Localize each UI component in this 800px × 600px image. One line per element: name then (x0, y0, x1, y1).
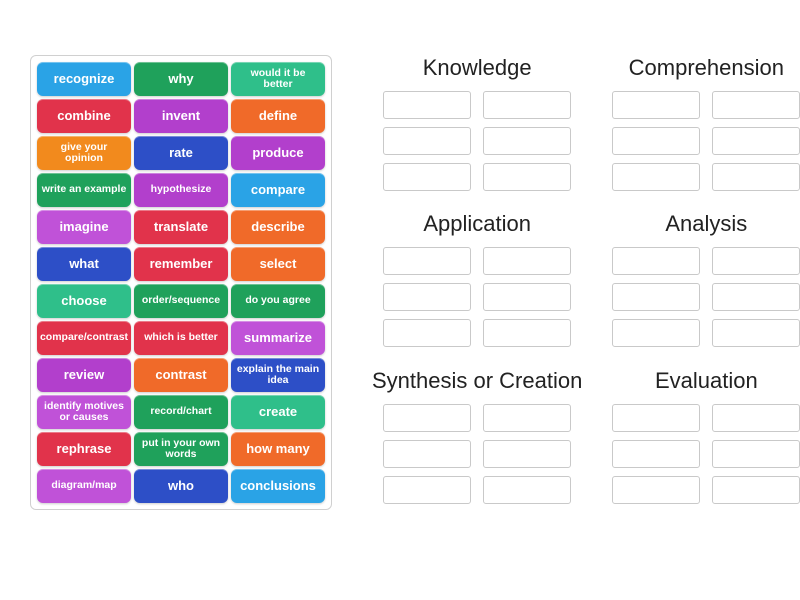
word-tile[interactable]: translate (134, 210, 228, 244)
word-tile[interactable]: combine (37, 99, 131, 133)
word-tile[interactable]: compare/contrast (37, 321, 131, 355)
drop-slot[interactable] (483, 440, 571, 468)
word-tile[interactable]: who (134, 469, 228, 503)
word-tile[interactable]: hypothesize (134, 173, 228, 207)
word-tile[interactable]: put in your own words (134, 432, 228, 466)
drop-slot[interactable] (612, 319, 700, 347)
drop-slot[interactable] (383, 404, 471, 432)
drop-slot[interactable] (483, 91, 571, 119)
word-tile[interactable]: how many (231, 432, 325, 466)
drop-slot[interactable] (383, 440, 471, 468)
slot-grid (612, 91, 800, 191)
activity-container: recognizewhywould it be better combineinv… (0, 0, 800, 530)
category: Knowledge (372, 55, 582, 197)
drop-slot[interactable] (712, 440, 800, 468)
word-tile[interactable]: choose (37, 284, 131, 318)
drop-slot[interactable] (612, 440, 700, 468)
drop-slot[interactable] (483, 247, 571, 275)
drop-slot[interactable] (612, 163, 700, 191)
word-tile[interactable]: define (231, 99, 325, 133)
word-tile[interactable]: remember (134, 247, 228, 281)
word-tile[interactable]: contrast (134, 358, 228, 392)
category-title: Analysis (665, 211, 747, 237)
word-tile[interactable]: conclusions (231, 469, 325, 503)
word-tile[interactable]: invent (134, 99, 228, 133)
categories-grid: Knowledge Comprehension Application Analysi… (372, 55, 800, 510)
word-tile[interactable]: imagine (37, 210, 131, 244)
slot-grid (612, 247, 800, 347)
category-title: Synthesis or Creation (372, 368, 582, 394)
drop-slot[interactable] (383, 476, 471, 504)
drop-slot[interactable] (612, 283, 700, 311)
drop-slot[interactable] (483, 404, 571, 432)
drop-slot[interactable] (712, 283, 800, 311)
drop-slot[interactable] (383, 247, 471, 275)
drop-slot[interactable] (383, 127, 471, 155)
drop-slot[interactable] (712, 404, 800, 432)
drop-slot[interactable] (612, 476, 700, 504)
category: Synthesis or Creation (372, 368, 582, 510)
word-tile[interactable]: create (231, 395, 325, 429)
word-tile[interactable]: which is better (134, 321, 228, 355)
drop-slot[interactable] (712, 127, 800, 155)
slot-grid (612, 404, 800, 504)
word-tile[interactable]: select (231, 247, 325, 281)
drop-slot[interactable] (712, 247, 800, 275)
word-tile[interactable]: summarize (231, 321, 325, 355)
drop-slot[interactable] (712, 476, 800, 504)
category-title: Application (423, 211, 531, 237)
drop-slot[interactable] (712, 91, 800, 119)
word-tile[interactable]: record/chart (134, 395, 228, 429)
word-tile[interactable]: give your opinion (37, 136, 131, 170)
word-tile[interactable]: produce (231, 136, 325, 170)
category: Application (372, 211, 582, 353)
category: Evaluation (612, 368, 800, 510)
word-tile[interactable]: do you agree (231, 284, 325, 318)
drop-slot[interactable] (612, 404, 700, 432)
drop-slot[interactable] (612, 127, 700, 155)
word-tile[interactable]: recognize (37, 62, 131, 96)
word-tile[interactable]: order/sequence (134, 284, 228, 318)
drop-slot[interactable] (483, 476, 571, 504)
word-tile[interactable]: compare (231, 173, 325, 207)
word-tile[interactable]: describe (231, 210, 325, 244)
word-tile[interactable]: would it be better (231, 62, 325, 96)
drop-slot[interactable] (483, 127, 571, 155)
word-tile[interactable]: rate (134, 136, 228, 170)
word-tile[interactable]: why (134, 62, 228, 96)
drop-slot[interactable] (383, 163, 471, 191)
slot-grid (383, 404, 571, 504)
drop-slot[interactable] (483, 283, 571, 311)
category: Comprehension (612, 55, 800, 197)
drop-slot[interactable] (612, 247, 700, 275)
drop-slot[interactable] (712, 163, 800, 191)
category-title: Evaluation (655, 368, 758, 394)
drop-slot[interactable] (383, 283, 471, 311)
slot-grid (383, 247, 571, 347)
drop-slot[interactable] (383, 319, 471, 347)
category: Analysis (612, 211, 800, 353)
drop-slot[interactable] (483, 163, 571, 191)
drop-slot[interactable] (612, 91, 700, 119)
category-title: Comprehension (629, 55, 784, 81)
slot-grid (383, 91, 571, 191)
word-tile[interactable]: explain the main idea (231, 358, 325, 392)
word-tile[interactable]: diagram/map (37, 469, 131, 503)
drop-slot[interactable] (483, 319, 571, 347)
word-tile[interactable]: identify motives or causes (37, 395, 131, 429)
drop-slot[interactable] (712, 319, 800, 347)
word-tile[interactable]: review (37, 358, 131, 392)
word-tile[interactable]: what (37, 247, 131, 281)
drop-slot[interactable] (383, 91, 471, 119)
word-tile[interactable]: rephrase (37, 432, 131, 466)
word-bank-panel: recognizewhywould it be better combineinv… (30, 55, 332, 510)
category-title: Knowledge (423, 55, 532, 81)
word-tile[interactable]: write an example (37, 173, 131, 207)
